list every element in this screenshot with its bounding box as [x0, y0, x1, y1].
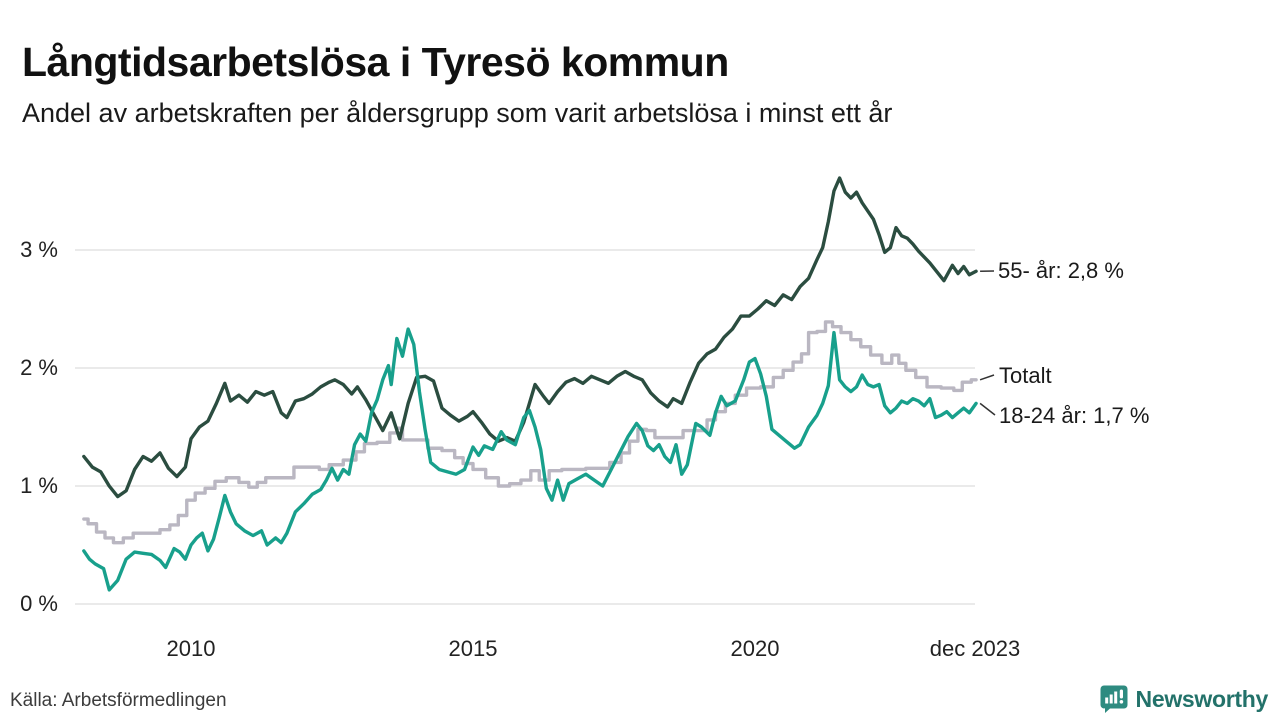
x-tick-dec-2023: dec 2023 [929, 636, 1021, 661]
y-tick-3: 3 % [20, 237, 58, 262]
series-end-label-18-24-ar: 18-24 år: 1,7 % [999, 403, 1150, 428]
y-tick-0: 0 % [20, 591, 58, 616]
series-line-totalt [82, 320, 978, 545]
speech-bubble-shape [1100, 685, 1128, 713]
exclamation-stem [1119, 689, 1123, 699]
bar-2 [1109, 694, 1113, 704]
series-end-label-55-ar: 55- år: 2,8 % [998, 258, 1124, 283]
y-tick-2: 2 % [20, 355, 58, 380]
label-leader-line [979, 374, 995, 381]
page-title: Långtidsarbetslösa i Tyresö kommun [22, 39, 729, 86]
bar-1 [1104, 697, 1108, 704]
x-tick-2020: 2020 [730, 636, 780, 661]
label-leader-line [979, 402, 996, 416]
series-end-label-totalt: Totalt [999, 363, 1052, 388]
newsworthy-logo: Newsworthy [1099, 684, 1268, 714]
newsworthy-icon [1100, 685, 1128, 713]
series-line-18-24-r [82, 327, 978, 592]
brand-name: Newsworthy [1135, 685, 1269, 712]
bar-3 [1113, 691, 1117, 704]
x-tick-2010: 2010 [166, 636, 216, 661]
source-note: Källa: Arbetsförmedlingen [10, 690, 227, 711]
y-tick-1: 1 % [20, 473, 58, 498]
x-tick-2015: 2015 [448, 636, 498, 661]
exclamation-dot [1119, 700, 1123, 704]
series-line-55-r [82, 176, 978, 499]
page-subtitle: Andel av arbetskraften per åldersgrupp s… [22, 98, 893, 128]
